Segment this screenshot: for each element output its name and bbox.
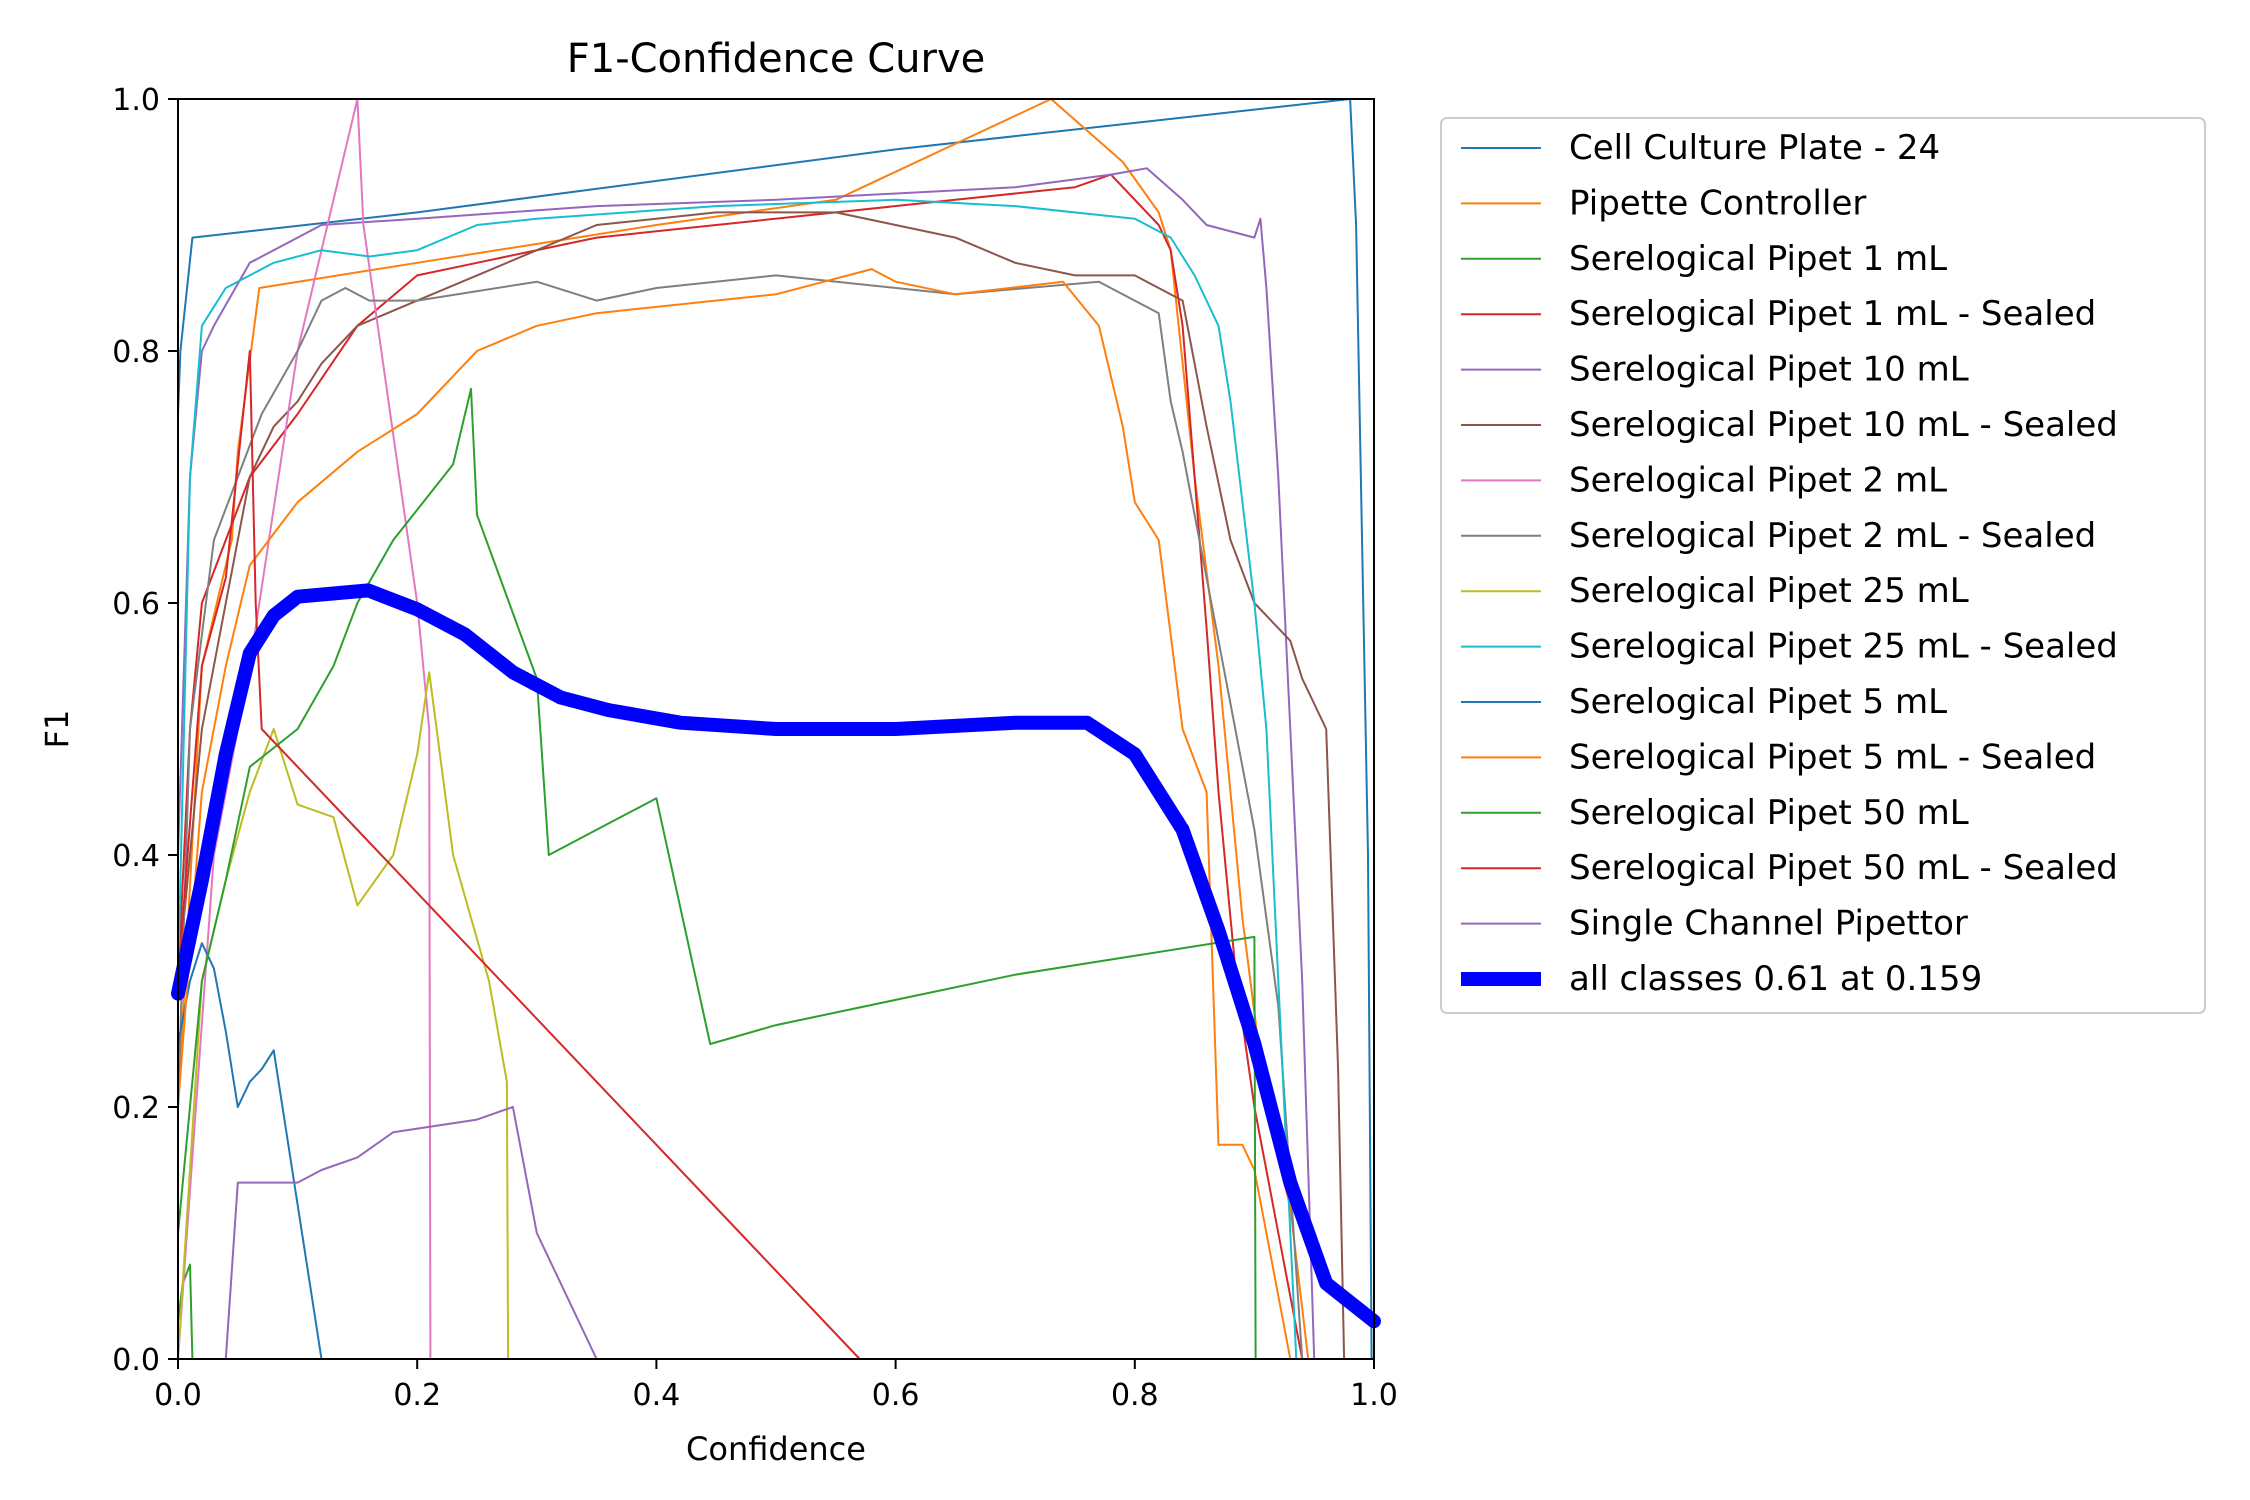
- x-tick-label: 1.0: [1350, 1378, 1398, 1413]
- series-line-4: [177, 167, 1316, 1360]
- y-tick-label: 0.8: [112, 335, 160, 370]
- y-tick-label: 0.2: [112, 1091, 160, 1126]
- y-tick-label: 1.0: [112, 83, 160, 118]
- plot-area: [171, 98, 1381, 1360]
- series-line-7: [177, 274, 1304, 1360]
- legend: Cell Culture Plate - 24 Pipette Controlle…: [1440, 117, 2206, 1014]
- legend-label-7: Serelogical Pipet 2 mL - Sealed: [1569, 516, 2096, 556]
- series-line-10: [177, 942, 1375, 1360]
- y-tick-label: 0.0: [112, 1343, 160, 1378]
- legend-label-8: Serelogical Pipet 25 mL: [1569, 571, 1969, 611]
- x-axis: 0.0 0.2 0.4 0.6 0.8 1.0: [154, 1359, 1398, 1413]
- x-tick-label: 0.8: [1111, 1378, 1159, 1413]
- y-axis-label: F1: [38, 710, 76, 749]
- legend-label-9: Serelogical Pipet 25 mL - Sealed: [1569, 627, 2118, 667]
- series-line-8: [177, 671, 1375, 1360]
- legend-label-5: Serelogical Pipet 10 mL - Sealed: [1569, 405, 2118, 445]
- legend-frame: [1440, 117, 2206, 1014]
- x-tick-label: 0.4: [633, 1378, 681, 1413]
- legend-label-4: Serelogical Pipet 10 mL: [1569, 350, 1969, 390]
- legend-label-2: Serelogical Pipet 1 mL: [1569, 239, 1947, 279]
- y-tick-label: 0.6: [112, 587, 160, 622]
- legend-label-14: Single Channel Pipettor: [1569, 904, 1968, 944]
- series-line-13: [177, 350, 1375, 1360]
- legend-label-15: all classes 0.61 at 0.159: [1569, 959, 1982, 999]
- x-tick-label: 0.2: [393, 1378, 441, 1413]
- series-line-5: [177, 211, 1346, 1360]
- x-axis-label: Confidence: [686, 1430, 866, 1468]
- x-tick-label: 0.6: [872, 1378, 920, 1413]
- legend-label-13: Serelogical Pipet 50 mL - Sealed: [1569, 848, 2118, 888]
- series-line-11: [177, 268, 1292, 1360]
- series-line-14: [177, 1106, 1375, 1360]
- axes-frame: [177, 98, 1375, 1360]
- x-tick-label: 0.0: [154, 1378, 202, 1413]
- y-tick-label: 0.4: [112, 839, 160, 874]
- legend-label-10: Serelogical Pipet 5 mL: [1569, 682, 1947, 722]
- series-line-9: [177, 198, 1298, 1360]
- legend-label-6: Serelogical Pipet 2 mL: [1569, 460, 1947, 500]
- legend-label-1: Pipette Controller: [1569, 183, 1866, 223]
- series-line-6: [177, 98, 1375, 1360]
- chart-title: F1-Confidence Curve: [567, 36, 986, 82]
- legend-label-11: Serelogical Pipet 5 mL - Sealed: [1569, 737, 2096, 777]
- legend-label-0: Cell Culture Plate - 24: [1569, 128, 1940, 168]
- legend-label-12: Serelogical Pipet 50 mL: [1569, 793, 1969, 833]
- legend-label-3: Serelogical Pipet 1 mL - Sealed: [1569, 294, 2096, 334]
- series-line-15: [171, 583, 1381, 1329]
- y-axis: 0.0 0.2 0.4 0.6 0.8 1.0: [112, 83, 178, 1378]
- series-line-0: [177, 98, 1373, 1360]
